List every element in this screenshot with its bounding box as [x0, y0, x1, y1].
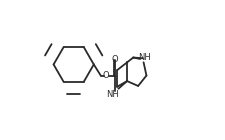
Text: O: O: [112, 55, 119, 64]
Text: O: O: [103, 71, 110, 80]
Text: NH: NH: [138, 53, 151, 62]
Text: NH: NH: [106, 90, 119, 99]
